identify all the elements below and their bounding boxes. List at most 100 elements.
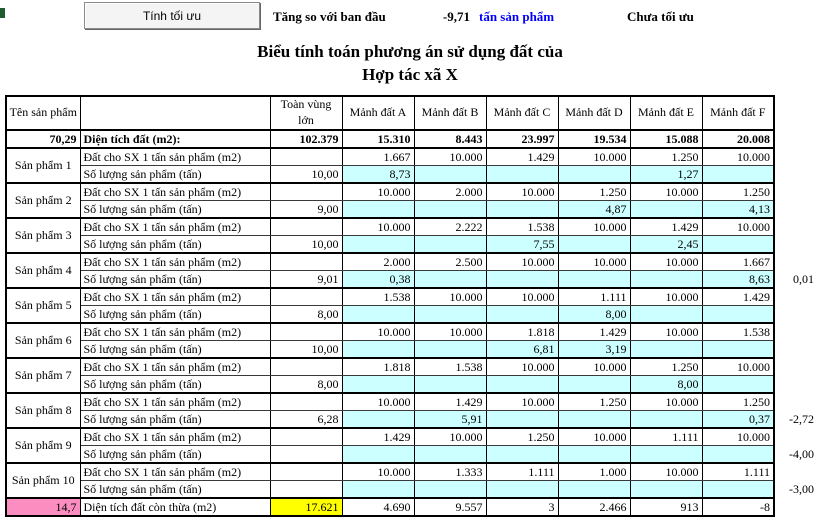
land-value-cell[interactable]: 10.000 (341, 462, 415, 481)
qty-value-cell[interactable]: 6,81 (485, 340, 559, 359)
qty-label-cell[interactable]: Số lượng sản phẩm (tấn) (79, 270, 271, 289)
surplus-plot-cell[interactable]: 4.690 (341, 497, 415, 517)
qty-value-cell[interactable] (629, 480, 703, 499)
land-value-cell[interactable]: 10.000 (485, 392, 559, 411)
optimize-button[interactable]: Tính tối ưu (84, 2, 260, 29)
qty-value-cell[interactable]: 4,87 (557, 200, 631, 219)
qty-value-cell[interactable] (485, 445, 559, 464)
land-value-cell[interactable]: 10.000 (341, 392, 415, 411)
land-value-cell[interactable]: 10.000 (557, 427, 631, 446)
qty-value-cell[interactable]: 8,00 (557, 305, 631, 324)
surplus-plot-cell[interactable]: -8 (701, 497, 775, 517)
product-name-cell[interactable]: Sản phẩm 5 (5, 287, 81, 324)
land-value-cell[interactable]: 1.538 (413, 357, 487, 376)
surplus-plot-cell[interactable]: 9.557 (413, 497, 487, 517)
qty-value-cell[interactable] (557, 270, 631, 289)
area-region-cell[interactable]: 102.379 (269, 129, 343, 149)
land-value-cell[interactable]: 1.429 (485, 147, 559, 166)
land-value-cell[interactable]: 1.429 (701, 287, 775, 306)
land-value-cell[interactable]: 1.429 (629, 217, 703, 236)
land-value-cell[interactable]: 10.000 (557, 147, 631, 166)
land-value-cell[interactable]: 1.538 (341, 287, 415, 306)
area-plot-cell[interactable]: 19.534 (557, 129, 631, 149)
land-value-cell[interactable]: 10.000 (341, 217, 415, 236)
qty-value-cell[interactable] (629, 270, 703, 289)
land-value-cell[interactable]: 1.250 (701, 392, 775, 411)
qty-value-cell[interactable] (557, 480, 631, 499)
qty-region-cell[interactable]: 6,28 (269, 410, 343, 429)
surplus-plot-cell[interactable]: 913 (629, 497, 703, 517)
land-value-cell[interactable]: 10.000 (485, 287, 559, 306)
qty-label-cell[interactable]: Số lượng sản phẩm (tấn) (79, 235, 271, 254)
qty-value-cell[interactable]: 2,45 (629, 235, 703, 254)
qty-value-cell[interactable] (629, 410, 703, 429)
land-value-cell[interactable]: 1.429 (341, 427, 415, 446)
land-value-cell[interactable]: 10.000 (413, 287, 487, 306)
land-region-cell[interactable] (269, 182, 343, 201)
product-name-cell[interactable]: Sản phẩm 9 (5, 427, 81, 464)
qty-label-cell[interactable]: Số lượng sản phẩm (tấn) (79, 165, 271, 184)
land-label-cell[interactable]: Đất cho SX 1 tấn sản phẩm (m2) (79, 147, 271, 166)
qty-label-cell[interactable]: Số lượng sản phẩm (tấn) (79, 480, 271, 499)
land-value-cell[interactable]: 10.000 (485, 357, 559, 376)
land-value-cell[interactable]: 1.111 (629, 427, 703, 446)
surplus-left-value-cell[interactable]: 14,7 (5, 497, 81, 517)
area-plot-cell[interactable]: 23.997 (485, 129, 559, 149)
qty-value-cell[interactable]: 7,55 (485, 235, 559, 254)
product-name-cell[interactable]: Sản phẩm 2 (5, 182, 81, 219)
land-value-cell[interactable]: 1.250 (485, 427, 559, 446)
qty-value-cell[interactable] (341, 235, 415, 254)
land-value-cell[interactable]: 1.250 (701, 182, 775, 201)
product-name-cell[interactable]: Sản phẩm 1 (5, 147, 81, 184)
land-region-cell[interactable] (269, 287, 343, 306)
qty-value-cell[interactable] (485, 375, 559, 394)
land-value-cell[interactable]: 1.429 (557, 322, 631, 341)
area-plot-cell[interactable]: 8.443 (413, 129, 487, 149)
qty-value-cell[interactable] (485, 305, 559, 324)
qty-region-cell[interactable] (269, 480, 343, 499)
qty-value-cell[interactable] (413, 235, 487, 254)
surplus-label-cell[interactable]: Diện tích đất còn thừa (m2) (79, 497, 271, 517)
qty-value-cell[interactable]: 1,27 (629, 165, 703, 184)
plot-column-header[interactable]: Mảnh đất D (557, 95, 631, 131)
empty-header-cell[interactable] (79, 95, 271, 131)
land-value-cell[interactable]: 1.250 (557, 392, 631, 411)
land-value-cell[interactable]: 10.000 (413, 322, 487, 341)
land-value-cell[interactable]: 10.000 (701, 147, 775, 166)
land-value-cell[interactable]: 10.000 (413, 427, 487, 446)
land-label-cell[interactable]: Đất cho SX 1 tấn sản phẩm (m2) (79, 322, 271, 341)
product-name-cell[interactable]: Sản phẩm 7 (5, 357, 81, 394)
land-value-cell[interactable]: 1.250 (629, 357, 703, 376)
land-value-cell[interactable]: 10.000 (629, 322, 703, 341)
land-value-cell[interactable]: 2.500 (413, 252, 487, 271)
land-value-cell[interactable]: 10.000 (629, 392, 703, 411)
qty-label-cell[interactable]: Số lượng sản phẩm (tấn) (79, 340, 271, 359)
land-value-cell[interactable]: 2.222 (413, 217, 487, 236)
qty-value-cell[interactable] (701, 305, 775, 324)
qty-value-cell[interactable] (701, 480, 775, 499)
qty-value-cell[interactable] (701, 235, 775, 254)
land-value-cell[interactable]: 1.538 (485, 217, 559, 236)
qty-value-cell[interactable] (485, 270, 559, 289)
land-value-cell[interactable]: 10.000 (485, 252, 559, 271)
land-value-cell[interactable]: 2.000 (413, 182, 487, 201)
land-value-cell[interactable]: 10.000 (341, 182, 415, 201)
land-value-cell[interactable]: 10.000 (413, 147, 487, 166)
product-name-cell[interactable]: Sản phẩm 10 (5, 462, 81, 499)
qty-value-cell[interactable] (629, 200, 703, 219)
land-label-cell[interactable]: Đất cho SX 1 tấn sản phẩm (m2) (79, 462, 271, 481)
qty-value-cell[interactable]: 3,19 (557, 340, 631, 359)
land-value-cell[interactable]: 1.111 (485, 462, 559, 481)
land-value-cell[interactable]: 1.333 (413, 462, 487, 481)
plot-column-header[interactable]: Mảnh đất C (485, 95, 559, 131)
land-value-cell[interactable]: 10.000 (485, 182, 559, 201)
land-value-cell[interactable]: 1.818 (485, 322, 559, 341)
qty-value-cell[interactable]: 8,63 (701, 270, 775, 289)
qty-value-cell[interactable] (557, 165, 631, 184)
land-value-cell[interactable]: 1.667 (701, 252, 775, 271)
qty-region-cell[interactable] (269, 445, 343, 464)
land-label-cell[interactable]: Đất cho SX 1 tấn sản phẩm (m2) (79, 392, 271, 411)
land-label-cell[interactable]: Đất cho SX 1 tấn sản phẩm (m2) (79, 252, 271, 271)
land-value-cell[interactable]: 10.000 (629, 182, 703, 201)
qty-value-cell[interactable] (341, 340, 415, 359)
